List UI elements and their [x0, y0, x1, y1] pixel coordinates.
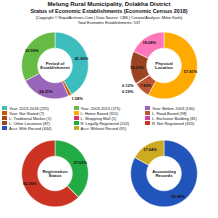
svg-text:AccountingRecords: AccountingRecords	[152, 168, 176, 178]
svg-text:57.81%: 57.81%	[184, 69, 198, 74]
html-text:R: Legally Registered (202): R: Legally Registered (202)	[80, 120, 130, 126]
svg-text:18.08%: 18.08%	[143, 39, 157, 44]
html-text:L: Other Locations (87): L: Other Locations (87)	[9, 120, 50, 126]
svg-text:62.36%: 62.36%	[23, 181, 37, 186]
html-text:Total Economic Establishments:: Total Economic Establishments: 537	[77, 19, 141, 25]
html-text:Year: Before 2003 (130): Year: Before 2003 (130)	[152, 105, 195, 111]
html-text:R: Not Registered (320): R: Not Registered (320)	[152, 120, 195, 126]
svg-text:1.58%: 1.58%	[72, 95, 84, 100]
svg-text:Period ofEstablishment: Period ofEstablishment	[40, 60, 70, 70]
svg-text:82.98%: 82.98%	[171, 194, 185, 199]
html-text:Acct: Without Record (91): Acct: Without Record (91)	[80, 125, 127, 131]
svg-text:PhysicalLocation: PhysicalLocation	[155, 60, 173, 70]
html-text:Status of Economic Establishme: Status of Economic Establishments (Econo…	[30, 8, 188, 14]
html-text:Acct: With Record (444): Acct: With Record (444)	[9, 125, 52, 131]
svg-text:16.01%: 16.01%	[130, 64, 144, 69]
svg-text:0.19%: 0.19%	[122, 89, 134, 94]
svg-text:24.21%: 24.21%	[39, 88, 53, 93]
html-text:L: Shopping Mall (1): L: Shopping Mall (1)	[80, 115, 117, 121]
svg-text:0.12%: 0.12%	[122, 83, 134, 88]
svg-text:7.82%: 7.82%	[140, 83, 152, 88]
html-text:L: Exclusive Building (81): L: Exclusive Building (81)	[152, 115, 197, 121]
html-text:Year: Not Stated (7): Year: Not Stated (7)	[9, 110, 45, 116]
svg-text:RegistrationStatus: RegistrationStatus	[42, 168, 67, 178]
html-text:L: Traditional Market (1): L: Traditional Market (1)	[9, 115, 52, 121]
svg-text:37.62%: 37.62%	[73, 160, 87, 165]
svg-text:32.59%: 32.59%	[25, 48, 39, 53]
html-text:L: Home Based (311): L: Home Based (311)	[80, 110, 119, 116]
html-text:Melung Rural Municipality, Dol: Melung Rural Municipality, Dolakha Distr…	[47, 1, 171, 7]
html-text:Year: 2003-2013 (175): Year: 2003-2013 (175)	[80, 105, 121, 111]
svg-text:17.04%: 17.04%	[143, 147, 157, 152]
svg-text:41.90%: 41.90%	[75, 55, 89, 60]
html-text:L: Road Based (98): L: Road Based (98)	[152, 110, 187, 116]
html-text:(Copyright © NepalArchives.Com: (Copyright © NepalArchives.Com | Data So…	[35, 14, 183, 20]
html-text:Year: 2013-2018 (225): Year: 2013-2018 (225)	[9, 105, 49, 111]
